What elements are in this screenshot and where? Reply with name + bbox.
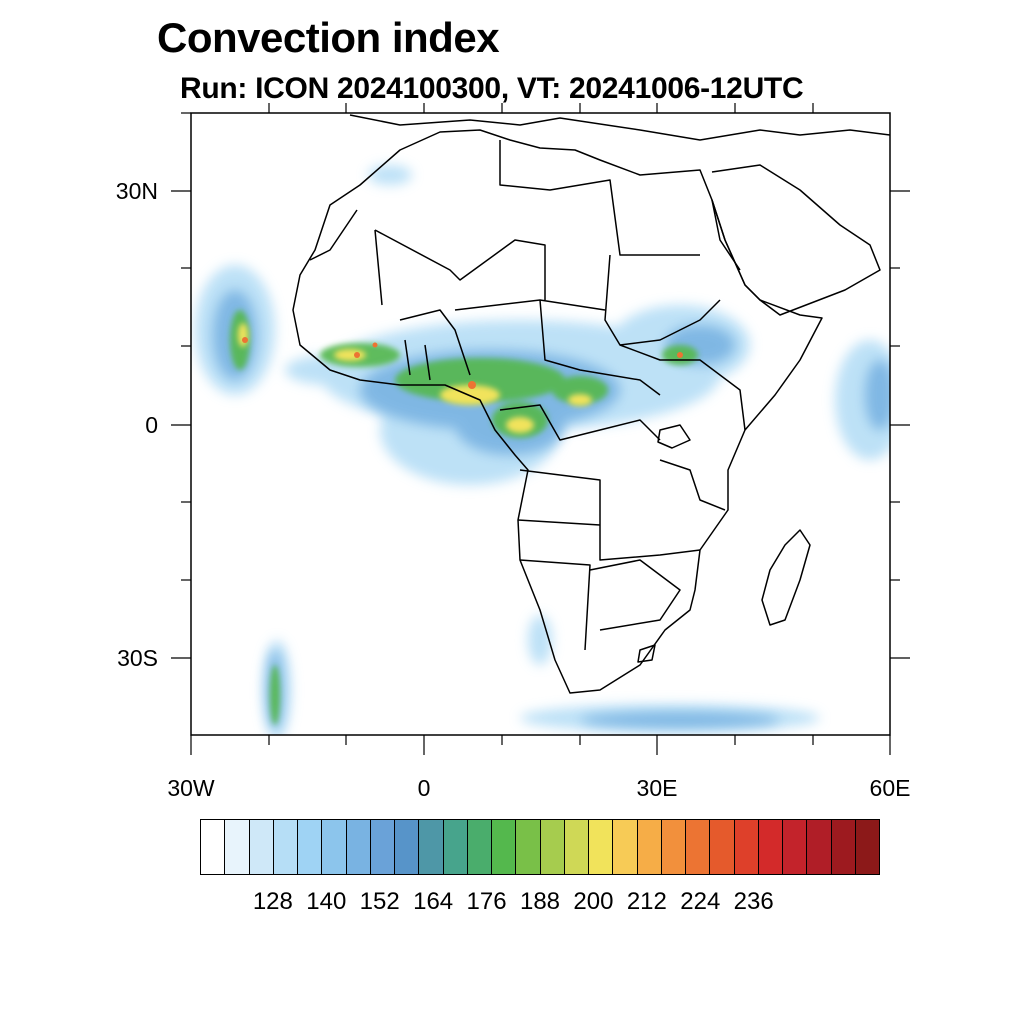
colorbar-box (249, 820, 274, 874)
lon-label-60e: 60E (869, 775, 911, 801)
colorbar-label: 236 (733, 888, 774, 915)
lon-label-30e: 30E (636, 775, 678, 801)
colorbar-label: 212 (626, 888, 667, 915)
colorbar-box (443, 820, 468, 874)
colorbar-box (661, 820, 686, 874)
colorbar-box (419, 820, 444, 874)
colorbar-label: 164 (413, 888, 454, 915)
colorbar-box (807, 820, 832, 874)
colorbar (200, 819, 880, 875)
colorbar-box (492, 820, 517, 874)
colorbar-label: 224 (680, 888, 721, 915)
map-title: Convection index (157, 14, 500, 61)
colorbar-box (564, 820, 589, 874)
colorbar-box (273, 820, 298, 874)
colorbar-box (346, 820, 371, 874)
colorbar-label: 200 (573, 888, 614, 915)
coastlines (292, 114, 890, 694)
colorbar-box (783, 820, 808, 874)
colorbar-box (710, 820, 735, 874)
colorbar-box (734, 820, 759, 874)
colorbar-box (540, 820, 565, 874)
map-subtitle: Run: ICON 2024100300, VT: 20241006-12UTC (180, 72, 804, 105)
colorbar-box (201, 820, 226, 874)
lon-label-30w: 30W (167, 775, 215, 801)
colorbar-box (613, 820, 638, 874)
colorbar-box (225, 820, 250, 874)
colorbar-box (855, 820, 879, 874)
colorbar-box (298, 820, 323, 874)
colorbar-box (831, 820, 856, 874)
colorbar-label: 176 (466, 888, 507, 915)
colorbar-label: 140 (306, 888, 347, 915)
colorbar-box (395, 820, 420, 874)
colorbar-box (589, 820, 614, 874)
colorbar-label: 152 (359, 888, 400, 915)
colorbar-box (322, 820, 347, 874)
colorbar-box (370, 820, 395, 874)
lat-label-0: 0 (145, 412, 158, 438)
lat-label-30s: 30S (117, 645, 158, 671)
convection-field (195, 114, 890, 735)
colorbar-label: 188 (519, 888, 561, 915)
lon-label-0: 0 (417, 775, 431, 801)
map-frame (190, 112, 891, 736)
colorbar-box (516, 820, 541, 874)
colorbar-box (758, 820, 783, 874)
colorbar-box (686, 820, 711, 874)
colorbar-label: 128 (252, 888, 293, 915)
axis-ticks (171, 103, 910, 755)
colorbar-box (637, 820, 662, 874)
colorbar-box (467, 820, 492, 874)
lat-label-30n: 30N (115, 178, 158, 204)
